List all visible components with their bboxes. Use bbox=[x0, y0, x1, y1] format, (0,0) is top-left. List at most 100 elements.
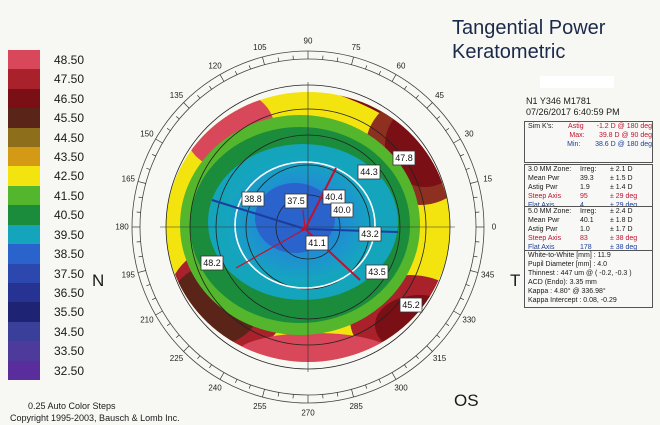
zone5-astig-err: ± 1.7 D bbox=[610, 226, 633, 233]
scale-label: 39.50 bbox=[54, 227, 85, 242]
svg-text:41.1: 41.1 bbox=[308, 238, 326, 248]
axis-label: 315 bbox=[433, 354, 447, 363]
angle-tick bbox=[219, 372, 225, 380]
scale-label: 38.50 bbox=[54, 247, 85, 262]
svg-text:47.8: 47.8 bbox=[395, 153, 413, 163]
flat-axis-line bbox=[211, 199, 306, 230]
svg-text:48.2: 48.2 bbox=[203, 258, 221, 268]
angle-tick bbox=[426, 102, 433, 109]
angle-tick bbox=[138, 255, 143, 258]
zone5-flat-value: 178 bbox=[580, 244, 592, 251]
scale-label: 40.50 bbox=[54, 208, 85, 223]
angle-tick bbox=[137, 270, 146, 273]
angle-tick bbox=[426, 345, 433, 352]
axis-label: 255 bbox=[253, 402, 267, 411]
scale-label: 32.50 bbox=[54, 363, 85, 378]
scale-label: 34.50 bbox=[54, 324, 85, 339]
angle-tick bbox=[146, 284, 151, 287]
scale-swatch bbox=[8, 244, 40, 265]
angle-tick bbox=[248, 384, 251, 389]
map-value: 37.5 bbox=[284, 193, 308, 209]
angle-tick bbox=[378, 379, 382, 384]
angle-tick bbox=[445, 128, 450, 131]
angle-tick bbox=[453, 138, 461, 144]
pupil-diameter: Pupil Diameter [mm] : 4.0 bbox=[528, 261, 607, 268]
zone5-steep-label: Steep Axis bbox=[528, 235, 562, 242]
zone3-irreg-value: ± 2.1 D bbox=[610, 166, 633, 173]
angle-tick bbox=[378, 70, 382, 75]
angle-tick bbox=[176, 334, 180, 338]
scale-label: 45.50 bbox=[54, 111, 85, 126]
zone3-astig-value: 1.9 bbox=[580, 184, 590, 191]
scale-swatch bbox=[8, 69, 40, 90]
angle-tick bbox=[470, 181, 479, 184]
angle-tick bbox=[365, 65, 368, 70]
svg-text:40.4: 40.4 bbox=[325, 192, 343, 202]
axis-label: 330 bbox=[462, 316, 476, 325]
angle-tick bbox=[262, 389, 265, 398]
map-value: 38.8 bbox=[241, 191, 265, 207]
angle-tick bbox=[234, 379, 238, 384]
angle-tick bbox=[473, 255, 478, 258]
zone5-irreg-value: ± 2.4 D bbox=[610, 208, 633, 215]
axis-label: 75 bbox=[352, 43, 361, 52]
scale-label: 44.50 bbox=[54, 130, 85, 145]
scale-swatch bbox=[8, 321, 40, 342]
simk-max-value: 39.8 D bbox=[598, 132, 620, 139]
angle-tick bbox=[365, 384, 368, 389]
copyright: Copyright 1995-2003, Bausch & Lomb Inc. bbox=[10, 413, 180, 423]
map-value: 40.4 bbox=[322, 189, 346, 205]
zone3-flat-value: 4 bbox=[580, 201, 610, 210]
zone5-irreg-label: Irreg: bbox=[580, 208, 597, 215]
svg-text:45.2: 45.2 bbox=[402, 300, 420, 310]
zone3-astig-label: Astig Pwr bbox=[528, 184, 558, 191]
angle-tick bbox=[336, 57, 339, 62]
scale-swatch bbox=[8, 302, 40, 323]
zone3-flat-label: Flat Axis bbox=[528, 201, 580, 210]
zone5-title: 5.0 MM Zone: bbox=[528, 208, 572, 215]
angle-tick bbox=[138, 196, 143, 199]
svg-text:43.5: 43.5 bbox=[368, 267, 386, 277]
svg-text:44.3: 44.3 bbox=[360, 167, 378, 177]
patient-id: N1 Y346 M1781 bbox=[526, 96, 591, 106]
svg-text:40.0: 40.0 bbox=[333, 205, 351, 215]
angle-tick bbox=[473, 196, 478, 199]
angle-tick bbox=[248, 65, 251, 70]
angle-tick bbox=[277, 392, 280, 397]
kappa: Kappa : 4.80° @ 336.98° bbox=[528, 288, 606, 295]
angle-tick bbox=[460, 297, 465, 301]
scale-swatch bbox=[8, 127, 40, 148]
angle-tick bbox=[415, 355, 419, 359]
scale-label: 36.50 bbox=[54, 285, 85, 300]
angle-tick bbox=[277, 57, 280, 62]
scale-label: 43.50 bbox=[54, 150, 85, 165]
scale-swatch bbox=[8, 263, 40, 284]
map-value: 48.2 bbox=[200, 255, 224, 271]
angle-tick bbox=[465, 167, 470, 170]
map-value-labels: 38.8 37.5 40.4 40.0 44.3 47.8 41.1 43.2 43.5 48.2… bbox=[200, 150, 423, 313]
scale-label: 35.50 bbox=[54, 305, 85, 320]
zone5-flat-err: ± 38 deg bbox=[610, 244, 638, 251]
angle-tick bbox=[436, 116, 440, 120]
kappa-intercept: Kappa Intercept : 0.08, -0.29 bbox=[528, 297, 617, 304]
angle-tick bbox=[209, 85, 212, 90]
svg-text:37.5: 37.5 bbox=[287, 196, 305, 206]
axis-label: 210 bbox=[140, 316, 154, 325]
zone3-box: 3.0 MM Zone: Irreg: ± 2.1 D Mean Pwr 39.3 ± … bbox=[524, 164, 653, 214]
angle-tick bbox=[166, 323, 171, 326]
angle-tick bbox=[197, 355, 201, 359]
angle-tick bbox=[151, 153, 156, 157]
angle-tick bbox=[351, 389, 354, 398]
scale-label: 37.50 bbox=[54, 266, 85, 281]
angle-tick bbox=[262, 56, 265, 65]
zone5-box: 5.0 MM Zone: Irreg: ± 2.4 D Mean Pwr 40.1 ± … bbox=[524, 206, 653, 256]
map-value: 44.3 bbox=[357, 164, 381, 180]
zone3-irreg-label: Irreg: bbox=[580, 166, 597, 173]
simk-box: Sim K's: Astig -1.2 D @ 180 deg Max: 39.8 D… bbox=[524, 121, 653, 163]
axis-label: 105 bbox=[253, 43, 267, 52]
zone5-astig-value: 1.0 bbox=[580, 226, 590, 233]
axis-label: 240 bbox=[208, 384, 222, 393]
center-marker bbox=[300, 226, 306, 232]
white-to-white: White-to-White [mm] : 11.9 bbox=[528, 252, 611, 259]
redacted-name-block bbox=[540, 76, 614, 88]
